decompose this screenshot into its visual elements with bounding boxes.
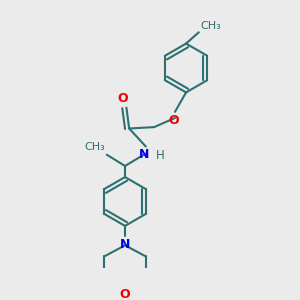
Text: N: N [120,238,130,251]
Text: O: O [120,288,130,300]
Text: CH₃: CH₃ [85,142,106,152]
Text: H: H [156,149,164,162]
Text: O: O [168,114,179,127]
Text: N: N [139,148,150,161]
Text: O: O [117,92,128,105]
Text: CH₃: CH₃ [200,21,221,31]
